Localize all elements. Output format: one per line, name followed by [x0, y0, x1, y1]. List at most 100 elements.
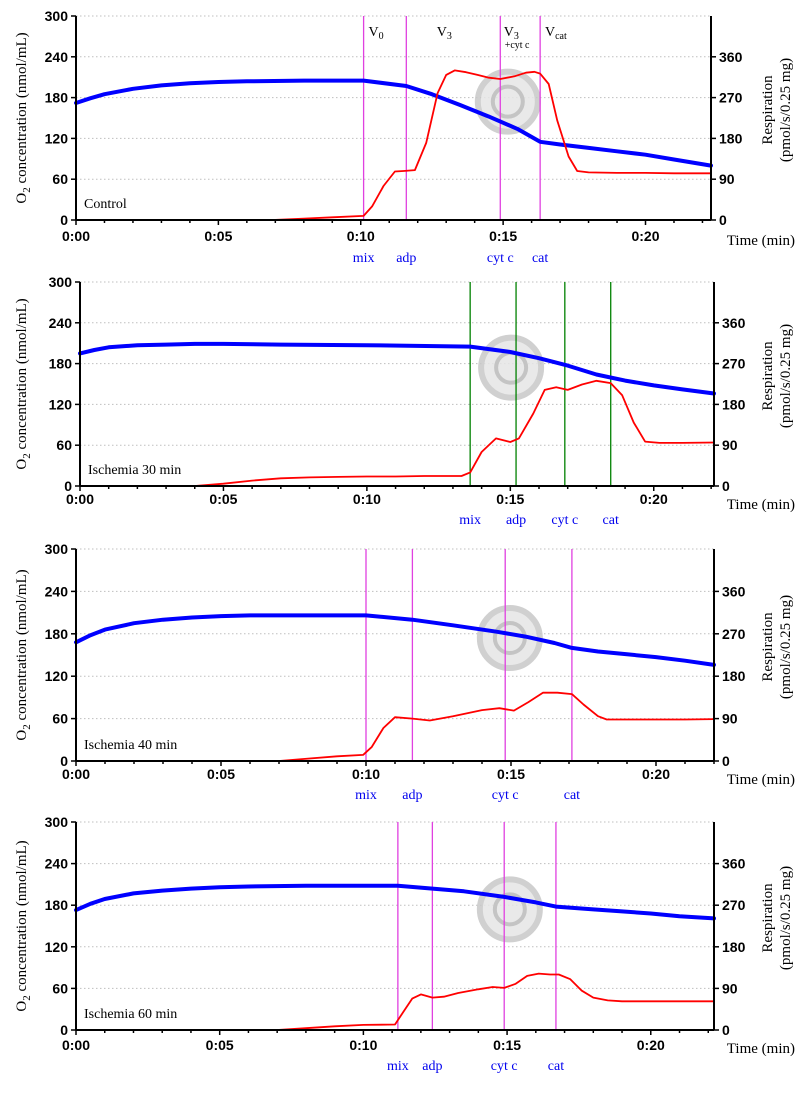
x-tick-label: 0:00 [66, 491, 94, 507]
y-axis-right-title-units: (pmol/s/0.25 mg) [778, 866, 794, 970]
y-right-tick-label: 180 [722, 939, 746, 955]
watermark-logo [476, 876, 543, 943]
series-line-o2 [74, 613, 716, 667]
y-axis-right-title: Respiration [760, 341, 776, 411]
y-left-tick-label: 120 [45, 130, 69, 146]
series-line-respiration [276, 972, 715, 1031]
y-axis-left-title-sub: 2 [21, 453, 33, 459]
x-axis-title: Time (min) [727, 233, 795, 249]
y-right-tick-label: 360 [722, 856, 746, 872]
x-tick-label: 0:00 [62, 766, 90, 782]
marker-label: cyt c [491, 1059, 518, 1074]
y-right-tick-label: 270 [722, 897, 746, 913]
x-tick-label: 0:15 [489, 228, 517, 244]
marker-label: cat [532, 251, 548, 266]
state-label: V3 [504, 25, 519, 42]
x-axis-title: Time (min) [727, 1041, 795, 1057]
y-right-tick-label: 90 [722, 437, 738, 453]
x-tick-label: 0:20 [637, 1037, 665, 1053]
x-tick-label: 0:15 [496, 491, 524, 507]
chart-panel-2: mix adp cyt c cat 0 60 120 180 240 300 0 90 180 270 36… [14, 274, 795, 528]
x-tick-label: 0:05 [206, 1037, 234, 1053]
y-axis-right-title-units: (pmol/s/0.25 mg) [778, 324, 794, 428]
y-right-tick-label: 360 [719, 49, 743, 65]
x-tick-label: 0:10 [352, 766, 380, 782]
series-line-respiration [193, 379, 715, 487]
state-label: V3 [437, 25, 452, 42]
state-label: V0 [368, 25, 383, 42]
y-left-tick-label: 300 [45, 8, 69, 24]
x-tick-label: 0:10 [353, 491, 381, 507]
x-tick-label: 0:05 [204, 228, 232, 244]
y-axis-left-title-part: concentration (nmol/mL) [14, 569, 30, 724]
y-right-tick-label: 360 [722, 315, 746, 331]
state-label-sub: 3 [514, 31, 519, 42]
series-line-o2 [74, 78, 713, 168]
marker-label: cat [603, 513, 619, 528]
y-axis-left-title: O2 concentration (nmol/mL) [14, 840, 33, 1011]
y-axis-left-title-part: O [14, 730, 30, 741]
x-tick-label: 0:20 [640, 491, 668, 507]
marker-label: mix [353, 251, 375, 266]
y-right-tick-label: 0 [722, 1022, 730, 1038]
state-label-main: V [368, 25, 378, 40]
y-left-tick-label: 240 [45, 49, 69, 65]
y-left-tick-label: 300 [49, 274, 73, 290]
y-axis-left-title-part: O [14, 193, 30, 204]
y-left-tick-label: 180 [45, 90, 69, 106]
y-left-tick-label: 60 [52, 711, 68, 727]
y-right-tick-label: 90 [722, 711, 738, 727]
state-label-sub: 3 [447, 31, 452, 42]
y-left-tick-label: 0 [60, 1022, 68, 1038]
x-tick-label: 0:15 [493, 1037, 521, 1053]
y-right-tick-label: 0 [722, 753, 730, 769]
marker-label: cyt c [551, 513, 578, 528]
y-axis-left-title-sub: 2 [21, 724, 33, 730]
x-tick-label: 0:20 [631, 228, 659, 244]
y-axis-left-title-part: O [14, 1001, 30, 1012]
marker-label: adp [396, 251, 416, 266]
y-right-tick-label: 180 [722, 396, 746, 412]
y-left-tick-label: 0 [64, 478, 72, 494]
x-tick-label: 0:05 [207, 766, 235, 782]
y-axis-right-title: Respiration [760, 612, 776, 682]
panel-label: Ischemia 60 min [84, 1007, 177, 1022]
marker-label: mix [387, 1059, 409, 1074]
y-left-tick-label: 240 [45, 856, 69, 872]
y-right-tick-label: 90 [722, 980, 738, 996]
y-left-tick-label: 120 [45, 668, 69, 684]
y-left-tick-label: 180 [45, 897, 69, 913]
y-right-tick-label: 0 [719, 212, 727, 228]
x-tick-label: 0:10 [347, 228, 375, 244]
panel-label: Ischemia 40 min [84, 738, 177, 753]
chart-panel-3: mix adp cyt c cat 0 60 120 180 240 300 0 90 180 270 36… [14, 541, 795, 803]
x-tick-label: 0:05 [209, 491, 237, 507]
chart-panel-4: mix adp cyt c cat 0 60 120 180 240 300 0 90 180 270 36… [14, 814, 795, 1074]
marker-label: mix [355, 788, 377, 803]
x-axis-title: Time (min) [727, 772, 795, 788]
y-left-tick-label: 0 [60, 753, 68, 769]
x-tick-label: 0:00 [62, 1037, 90, 1053]
y-right-tick-label: 360 [722, 583, 746, 599]
y-left-tick-label: 60 [52, 980, 68, 996]
y-left-tick-label: 300 [45, 814, 69, 830]
y-right-tick-label: 270 [719, 90, 743, 106]
series-line-o2 [78, 341, 716, 396]
state-label-main: V [545, 25, 555, 40]
y-axis-left-title-part: concentration (nmol/mL) [14, 32, 30, 187]
y-right-tick-label: 180 [719, 130, 743, 146]
marker-label: cyt c [487, 251, 514, 266]
y-axis-right-title-units: (pmol/s/0.25 mg) [778, 58, 794, 162]
y-axis-left-title: O2 concentration (nmol/mL) [14, 569, 33, 740]
state-label: Vcat [545, 25, 567, 42]
marker-label: adp [506, 513, 526, 528]
y-left-tick-label: 60 [52, 171, 68, 187]
y-right-tick-label: 0 [722, 478, 730, 494]
y-left-tick-label: 300 [45, 541, 69, 557]
y-left-tick-label: 120 [45, 939, 69, 955]
y-right-tick-label: 270 [722, 626, 746, 642]
y-left-tick-label: 0 [60, 212, 68, 228]
series-line-respiration [271, 69, 712, 221]
marker-label: mix [459, 513, 481, 528]
